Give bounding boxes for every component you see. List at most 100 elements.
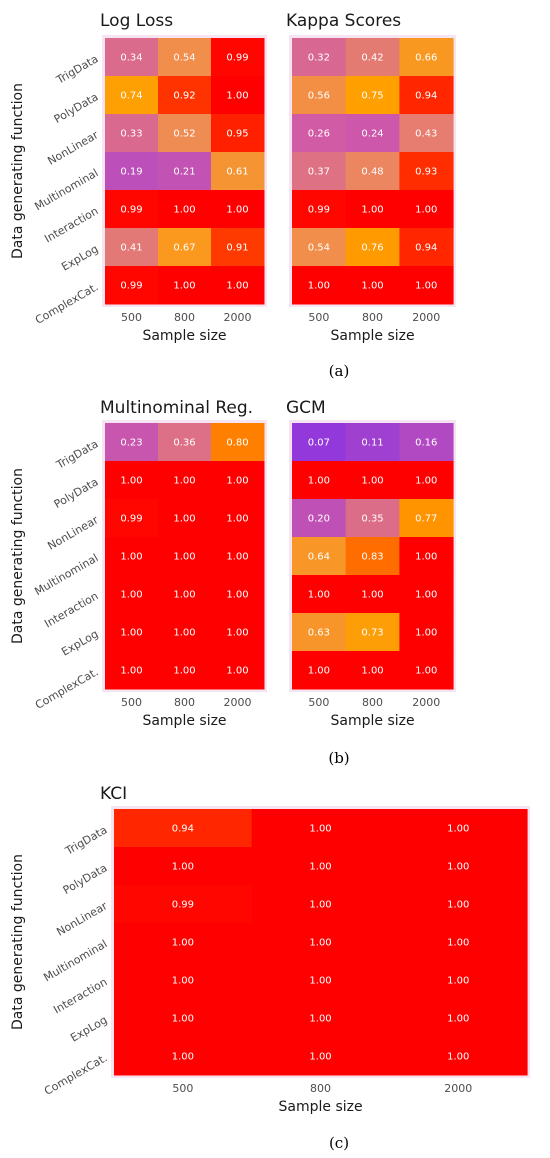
heatmap-cell (158, 613, 212, 652)
cell-value-label: 1.00 (308, 476, 330, 487)
cell-value-label: 0.99 (226, 53, 248, 64)
heatmap-cell (105, 613, 159, 652)
x-axis-label: Sample size (279, 1099, 363, 1115)
heatmap-cell (114, 885, 253, 924)
heatmap-cell (292, 38, 347, 77)
heatmap-cell (211, 423, 265, 462)
heatmap-cell (292, 152, 347, 191)
heatmap-cell (292, 114, 347, 153)
cell-value-label: 1.00 (120, 666, 142, 677)
heatmap-cell (345, 537, 400, 576)
cell-value-label: 1.00 (120, 590, 142, 601)
cell-value-label: 0.34 (120, 53, 142, 64)
y-tick-label: ComplexCat. (42, 1051, 110, 1098)
cell-value-label: 0.35 (361, 514, 383, 525)
heatmap-panel-2: Kappa Scores 0.32 0.42 0.66 0.56 0.75 0.94 0.26… (286, 11, 457, 344)
heatmap-cell (251, 885, 390, 924)
y-tick-label: TrigData (53, 52, 100, 87)
cell-value-label: 0.80 (226, 438, 248, 449)
heatmap-cell (399, 114, 454, 153)
cell-value-label: 1.00 (309, 862, 331, 873)
heatmap-cell (158, 38, 212, 77)
heatmap-cell (211, 537, 265, 576)
cell-value-label: 1.00 (447, 976, 469, 987)
cell-value-label: 1.00 (226, 281, 248, 292)
heatmap-cell (105, 499, 159, 538)
heatmap-cell (211, 575, 265, 614)
heatmap-cell (211, 38, 265, 77)
heatmap-cell (345, 499, 400, 538)
heatmap-cell (345, 266, 400, 305)
heatmap-cell (345, 461, 400, 500)
cell-value-label: 0.11 (361, 438, 383, 449)
cell-value-label: 0.99 (120, 205, 142, 216)
heatmap-cell (105, 38, 159, 77)
cell-value-label: 0.24 (361, 129, 383, 140)
heatmap-cell (389, 847, 528, 886)
heatmap-cell (211, 190, 265, 229)
heatmap-cell (292, 266, 347, 305)
heatmap-cell (399, 537, 454, 576)
heatmap-cell (158, 114, 212, 153)
y-tick-label: NonLinear (45, 128, 101, 168)
heatmap-cell (399, 461, 454, 500)
caption-c: (c) (329, 1134, 349, 1152)
heatmap-cell (251, 999, 390, 1038)
heatmap-cell (211, 461, 265, 500)
cell-value-label: 1.00 (415, 590, 437, 601)
cell-value-label: 1.00 (120, 476, 142, 487)
heatmap-cell (345, 575, 400, 614)
cell-value-label: 1.00 (447, 862, 469, 873)
cell-value-label: 0.54 (308, 243, 330, 254)
y-tick-label: NonLinear (54, 899, 110, 939)
heatmap-cell (211, 152, 265, 191)
panel-title: Log Loss (100, 11, 173, 31)
heatmap-panel-1: Log Loss 0.34 0.54 0.99 0.74 0.92 1.00 0.33 0.52… (10, 11, 267, 344)
cell-value-label: 1.00 (447, 824, 469, 835)
x-tick-label: 2000 (224, 311, 252, 324)
heatmap-cell (211, 613, 265, 652)
y-tick-label: PolyData (52, 475, 101, 511)
cell-value-label: 1.00 (361, 281, 383, 292)
heatmap-cell (158, 76, 212, 115)
heatmap-cell (158, 461, 212, 500)
heatmap-cell (399, 651, 454, 690)
cell-value-label: 1.00 (361, 205, 383, 216)
heatmap-cell (292, 537, 347, 576)
cell-value-label: 1.00 (173, 552, 195, 563)
heatmap-cell (105, 228, 159, 267)
cell-value-label: 1.00 (172, 1014, 194, 1025)
cell-value-label: 0.77 (415, 514, 437, 525)
cell-value-label: 1.00 (415, 476, 437, 487)
heatmap-cell (114, 923, 253, 962)
heatmap-cell (399, 266, 454, 305)
cell-value-label: 1.00 (226, 91, 248, 102)
heatmap-cell (389, 923, 528, 962)
heatmap-cell (345, 228, 400, 267)
heatmap-cell (251, 809, 390, 848)
cell-value-label: 1.00 (120, 628, 142, 639)
heatmap-cell (105, 651, 159, 690)
y-tick-label: ExpLog (59, 627, 100, 658)
heatmap-cell (389, 999, 528, 1038)
heatmap-cell (389, 885, 528, 924)
panel-title: Multinominal Reg. (100, 398, 253, 418)
y-axis-label: Data generating function (10, 83, 26, 259)
heatmap-cell (292, 651, 347, 690)
cell-value-label: 0.32 (308, 53, 330, 64)
heatmap-cell (105, 461, 159, 500)
cell-value-label: 1.00 (226, 205, 248, 216)
cell-value-label: 1.00 (172, 976, 194, 987)
heatmap-cell (292, 575, 347, 614)
cell-value-label: 1.00 (309, 824, 331, 835)
cell-value-label: 1.00 (173, 205, 195, 216)
cell-value-label: 1.00 (173, 476, 195, 487)
cell-value-label: 0.94 (415, 91, 437, 102)
heatmap-cell (345, 423, 400, 462)
x-tick-label: 800 (174, 311, 195, 324)
heatmap-cell (292, 228, 347, 267)
cell-value-label: 1.00 (415, 628, 437, 639)
heatmap-cell (345, 152, 400, 191)
cell-value-label: 0.41 (120, 243, 142, 254)
cell-value-label: 0.93 (415, 167, 437, 178)
